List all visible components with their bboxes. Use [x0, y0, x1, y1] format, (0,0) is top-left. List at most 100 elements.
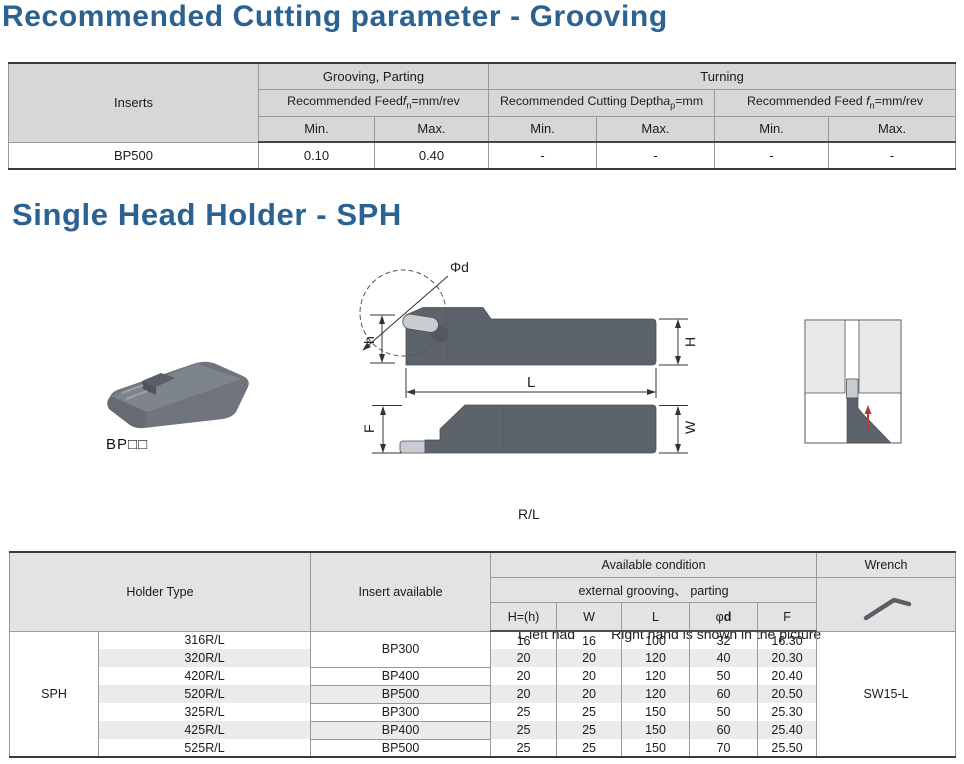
cell-w: 25 — [556, 703, 623, 721]
col-header-min: Min. — [714, 115, 830, 143]
cell-insert: BP400 — [310, 667, 492, 686]
cell-h: 25 — [490, 703, 558, 721]
table-row: 425R/L BP400 25 25 150 60 25.40 — [9, 721, 956, 740]
cell-h: 25 — [490, 721, 558, 739]
cell-l: 150 — [621, 739, 691, 757]
phi-d-circle — [359, 269, 447, 357]
insert-slot-line — [121, 383, 144, 395]
cell-insert: BP300 — [310, 703, 492, 722]
cell-w: 20 — [556, 667, 623, 685]
dim-label-W: W — [682, 420, 698, 434]
cell-w: 25 — [556, 739, 623, 757]
table-row: 325R/L BP300 25 25 150 50 25.30 — [10, 703, 956, 722]
cell-holder-type: 425R/L — [97, 721, 312, 739]
dim-label-H: H — [682, 337, 698, 347]
insert-in-groove — [846, 378, 859, 399]
page-title-grooving: Recommended Cutting parameter - Grooving — [2, 0, 668, 33]
dim-label-F: F — [361, 424, 377, 433]
cell-d: 60 — [689, 685, 759, 703]
cell-h: 25 — [490, 739, 558, 757]
insert-model-label: BP□□ — [106, 436, 149, 453]
cell-insert: BP300 — [310, 631, 492, 668]
col-header-F: F — [757, 602, 818, 633]
dim-label-phi-d: Φd — [450, 259, 469, 275]
cell-insert: BP500 — [8, 141, 259, 170]
col-header-recommended-feed: Recommended Feed fn=mm/rev — [714, 88, 957, 117]
col-header-grooving-parting: Grooving, Parting — [257, 62, 490, 90]
table-header-row: Inserts Grooving, Parting Turning — [8, 62, 957, 143]
col-header-min: Min. — [488, 115, 598, 143]
holder-top-view — [424, 404, 657, 454]
cell-groove-min: 0.10 — [258, 141, 375, 170]
cell-w: 25 — [556, 721, 623, 739]
col-header-min: Min. — [258, 115, 375, 143]
feed-arrow-head — [864, 405, 872, 414]
cell-holder-type: 316R/L — [97, 631, 312, 649]
holder-dimension-drawing: Φd h H L F W — [359, 259, 698, 454]
wrench-value-cell: SW15-L — [816, 631, 957, 757]
grooving-operation-diagram — [804, 319, 902, 444]
col-header-holder-type: Holder Type — [8, 551, 312, 632]
note-line: R/L — [518, 506, 540, 522]
cell-insert: BP500 — [310, 685, 492, 704]
page-title-sph: Single Head Holder - SPH — [12, 197, 402, 232]
cell-holder-type: 420R/L — [97, 667, 312, 685]
col-header-recommended-feed: Recommended Feedfn=mm/rev — [257, 88, 490, 117]
cell-f: 20.40 — [757, 667, 818, 685]
holder-side-view — [405, 307, 657, 366]
cell-groove-max: 0.40 — [373, 141, 490, 170]
table-row: SPH 316R/L BP300 16 16 100 32 16.30 SW15… — [9, 631, 957, 757]
col-header-inserts: Inserts — [8, 62, 259, 143]
workpiece-right — [858, 319, 902, 394]
col-header-W: W — [556, 602, 623, 633]
col-header-max: Max. — [373, 115, 490, 143]
cell-h: 20 — [490, 685, 558, 703]
table-header-row: external grooving、 parting — [10, 576, 957, 632]
cell-l: 150 — [621, 721, 691, 739]
cell-f: 25.50 — [757, 739, 818, 757]
cell-d: 40 — [689, 649, 759, 667]
cell-f: 25.30 — [757, 703, 818, 721]
col-header-L: L — [621, 602, 691, 633]
phi-d-leader — [362, 275, 449, 351]
cell-d: 50 — [689, 703, 759, 721]
table-row: 525R/L BP500 25 25 150 70 25.50 — [10, 739, 956, 757]
col-header-max: Max. — [596, 115, 716, 143]
cell-h: 16 — [490, 631, 558, 649]
col-header-wrench: Wrench — [816, 551, 957, 578]
cell-holder-type: 320R/L — [97, 649, 312, 667]
insert-in-pocket — [402, 313, 439, 333]
cell-w: 20 — [556, 685, 623, 703]
insert-top-view — [399, 440, 429, 454]
holder-table: Holder Type Insert available Available c… — [8, 551, 957, 758]
col-header-available-condition: Available condition — [490, 551, 818, 578]
cell-f: 20.30 — [757, 649, 818, 667]
cell-depth-min: - — [488, 141, 598, 170]
table-header-row: Recommended Feedfn=mm/rev Recommended Cu… — [9, 88, 957, 117]
insert-ridge-side — [142, 381, 156, 395]
cell-l: 120 — [621, 649, 691, 667]
insert-ridge-top — [142, 373, 175, 387]
cell-h: 20 — [490, 649, 558, 667]
cell-l: 100 — [621, 631, 691, 649]
cell-depth-max: - — [596, 141, 716, 170]
col-header-turning: Turning — [488, 62, 957, 90]
hex-wrench-icon — [863, 597, 912, 620]
cell-insert: BP500 — [310, 739, 492, 757]
cell-holder-type: 325R/L — [97, 703, 312, 721]
insert-front-facet — [107, 396, 147, 428]
col-header-condition-sub: external grooving、 parting — [490, 576, 818, 604]
table-row: 420R/L BP400 20 20 120 50 20.40 — [10, 667, 956, 686]
col-header-cutting-depth: Recommended Cutting Depthap=mm — [488, 88, 716, 117]
cell-w: 20 — [556, 649, 623, 667]
dim-label-h: h — [361, 336, 377, 344]
table-header-row: H=(h) W L φd F — [10, 602, 956, 633]
cell-insert: BP400 — [310, 721, 492, 740]
table-header-row: Holder Type Insert available Available c… — [8, 551, 957, 632]
insert-slot-line — [125, 389, 148, 401]
cell-l: 120 — [621, 685, 691, 703]
dim-label-L: L — [527, 374, 535, 391]
workpiece-left — [804, 319, 846, 394]
cell-d: 70 — [689, 739, 759, 757]
